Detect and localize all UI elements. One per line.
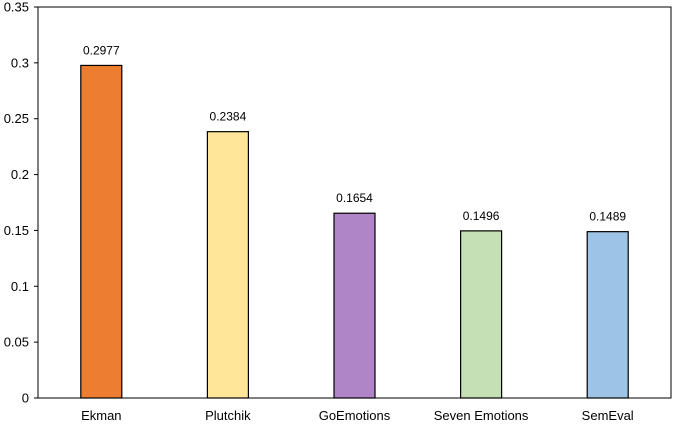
bar-plutchik	[206, 131, 249, 399]
y-tick-label: 0.2	[11, 167, 29, 182]
data-labels: 0.2977 0.2384 0.1654 0.1496 0.1489	[83, 43, 626, 223]
x-tick-label: SemEval	[582, 408, 634, 423]
x-tick-label: GoEmotions	[319, 408, 391, 423]
data-label: 0.2384	[210, 110, 247, 124]
y-tick-label: 0.15	[4, 223, 29, 238]
data-label: 0.1654	[336, 191, 373, 205]
y-tick-label: 0.35	[4, 0, 29, 15]
x-axis: Ekman Plutchik GoEmotions Seven Emotions Sem…	[81, 408, 634, 423]
bar-goemotions	[333, 212, 376, 399]
bar-ekman	[80, 64, 123, 399]
data-label: 0.1496	[463, 209, 500, 223]
bars	[80, 64, 629, 399]
x-tick-label: Plutchik	[205, 408, 251, 423]
y-tick-label: 0.05	[4, 335, 29, 350]
y-tick-label: 0.1	[11, 279, 29, 294]
data-label: 0.2977	[83, 43, 120, 57]
bar-semeval	[586, 231, 629, 399]
x-tick-label: Ekman	[81, 408, 121, 423]
y-tick-label: 0	[22, 391, 29, 406]
y-axis: 0 0.05 0.1 0.15 0.2 0.25 0.3 0.35	[4, 0, 38, 406]
x-tick-label: Seven Emotions	[434, 408, 529, 423]
y-tick-label: 0.25	[4, 111, 29, 126]
data-label: 0.1489	[589, 210, 626, 224]
y-tick-label: 0.3	[11, 55, 29, 70]
bar-seven-emotions	[460, 230, 503, 399]
